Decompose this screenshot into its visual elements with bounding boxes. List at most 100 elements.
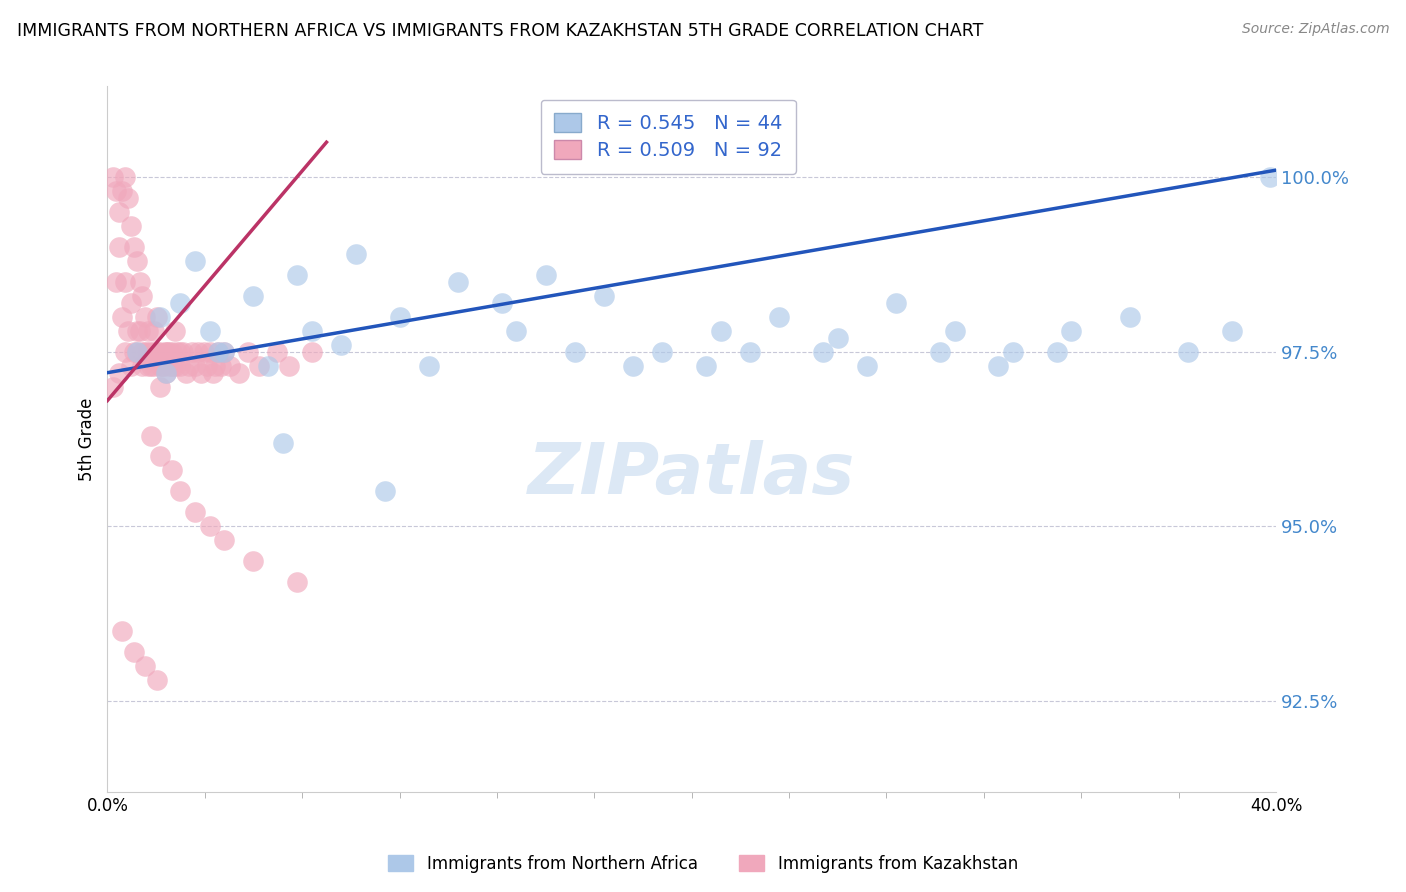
Point [117,191,139,205]
Point [134,310,156,324]
Point [143,324,166,338]
Point [136,359,159,373]
Point [143,359,166,373]
Point [128,324,150,338]
Point [134,659,156,673]
Point [105,184,128,198]
Point [242,289,264,303]
Point [418,359,440,373]
Point [169,344,191,359]
Point [136,324,159,338]
Point [564,344,586,359]
Point [169,484,191,499]
Point [111,310,134,324]
Point [1060,324,1083,338]
Point [277,359,299,373]
Point [943,324,966,338]
Y-axis label: 5th Grade: 5th Grade [79,397,96,481]
Text: IMMIGRANTS FROM NORTHERN AFRICA VS IMMIGRANTS FROM KAZAKHSTAN 5TH GRADE CORRELAT: IMMIGRANTS FROM NORTHERN AFRICA VS IMMIG… [17,22,983,40]
Point [149,344,172,359]
Point [103,170,125,185]
Point [651,344,673,359]
Point [228,366,250,380]
Point [388,310,411,324]
Point [141,344,163,359]
Point [125,254,148,268]
Point [163,359,186,373]
Point [219,359,242,373]
Point [330,337,353,351]
Point [179,359,201,373]
Point [285,268,308,282]
Point [447,275,470,289]
Point [621,359,644,373]
Point [160,359,183,373]
Point [710,324,733,338]
Point [207,344,229,359]
Point [181,344,204,359]
Point [193,344,215,359]
Point [114,170,136,185]
Point [152,359,174,373]
Point [125,324,148,338]
Point [212,344,235,359]
Point [1119,310,1142,324]
Point [768,310,790,324]
Point [174,366,197,380]
Point [271,435,294,450]
Point [1258,170,1281,185]
Point [987,359,1010,373]
Point [120,359,142,373]
Point [160,344,183,359]
Point [131,344,153,359]
Point [146,673,169,687]
Point [125,344,148,359]
Point [143,344,166,359]
Point [134,344,156,359]
Point [344,247,367,261]
Point [301,344,323,359]
Point [1177,344,1199,359]
Point [207,344,229,359]
Point [1002,344,1025,359]
Point [187,344,209,359]
Point [811,344,834,359]
Point [108,240,131,254]
Point [198,344,221,359]
Point [236,344,259,359]
Point [155,344,177,359]
Point [128,275,150,289]
Point [201,366,224,380]
Point [209,359,232,373]
Point [1046,344,1069,359]
Point [157,359,180,373]
Point [285,575,308,590]
Point [491,296,513,310]
Point [738,344,761,359]
Point [149,310,172,324]
Point [184,505,207,519]
Point [114,344,136,359]
Point [695,359,717,373]
Point [301,324,323,338]
Point [169,359,191,373]
Point [204,359,226,373]
Point [1220,324,1243,338]
Point [146,310,169,324]
Legend: Immigrants from Northern Africa, Immigrants from Kazakhstan: Immigrants from Northern Africa, Immigra… [381,848,1025,880]
Point [593,289,616,303]
Point [266,344,288,359]
Point [827,331,849,345]
Point [108,205,131,219]
Point [212,533,235,548]
Text: ZIPatlas: ZIPatlas [529,440,855,508]
Point [172,344,194,359]
Point [505,324,527,338]
Point [195,359,218,373]
Point [198,519,221,533]
Point [141,428,163,442]
Point [160,463,183,477]
Point [166,344,188,359]
Text: Source: ZipAtlas.com: Source: ZipAtlas.com [1241,22,1389,37]
Point [108,366,131,380]
